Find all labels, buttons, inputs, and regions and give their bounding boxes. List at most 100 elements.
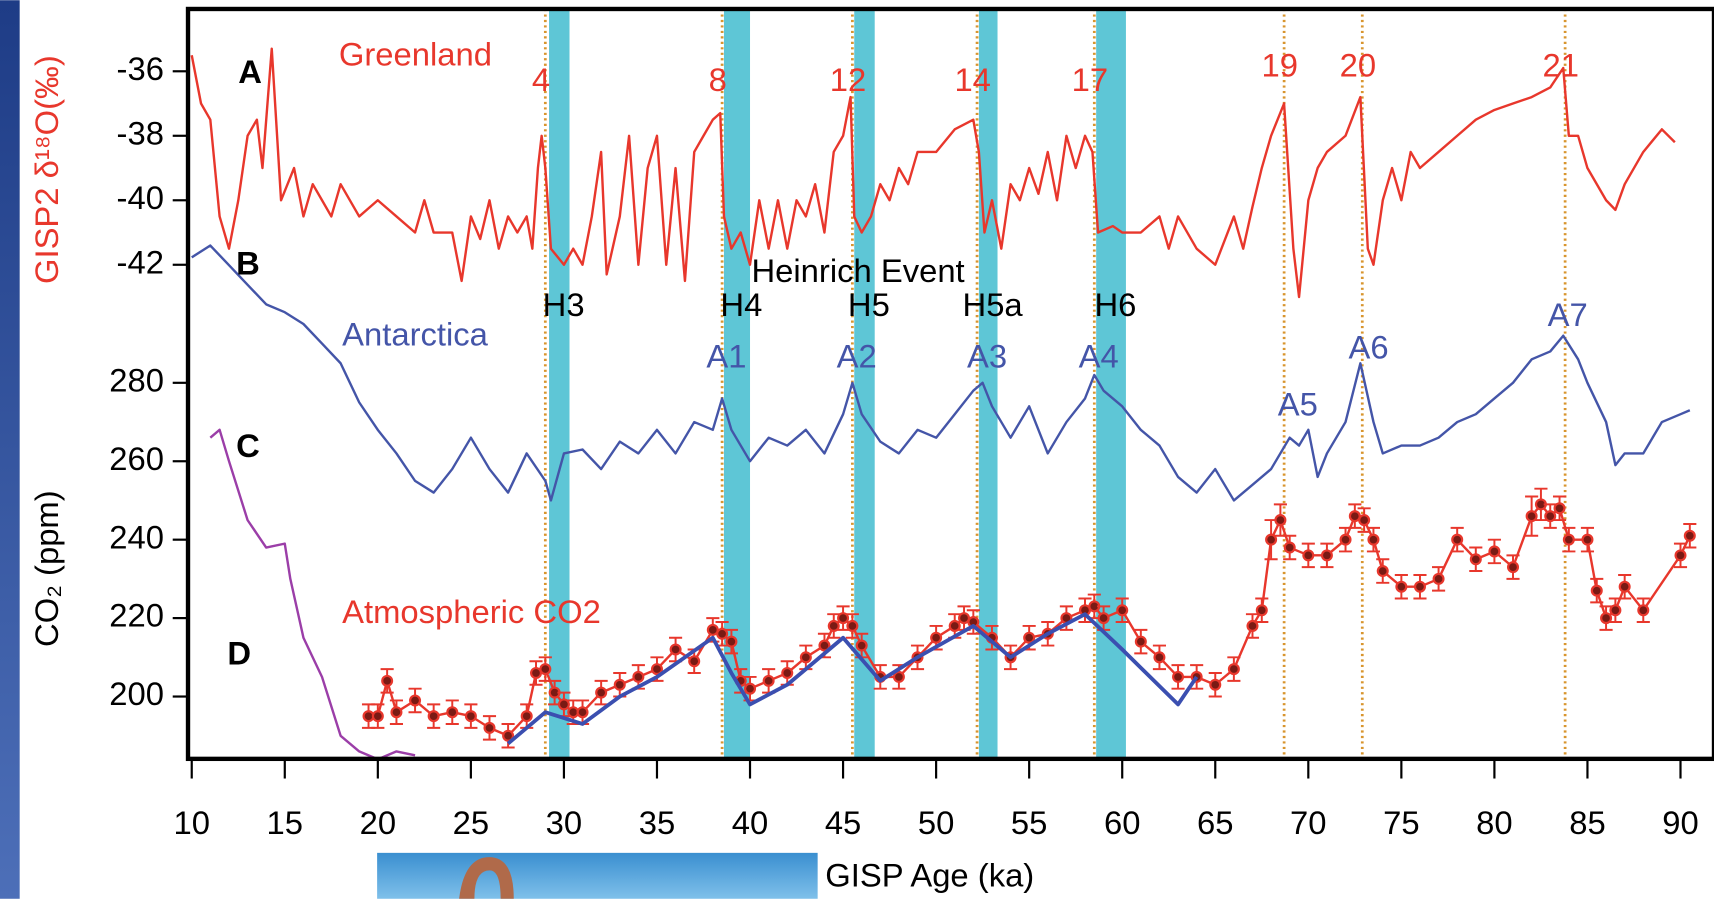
antarctic-event-label: A7 [1548, 296, 1588, 333]
y2-tick-label: 240 [109, 518, 164, 555]
data-point [1274, 514, 1287, 527]
y2-axis-title: CO₂ (ppm) [28, 490, 65, 647]
data-point [1683, 529, 1696, 542]
photo-inset [377, 852, 818, 899]
data-point [1255, 604, 1268, 617]
data-point [1618, 580, 1631, 593]
event-label: 14 [954, 61, 990, 98]
heinrich-band [549, 8, 570, 759]
data-point [781, 666, 794, 680]
data-point [1265, 533, 1278, 546]
data-point [827, 619, 840, 632]
x-tick-label: 10 [174, 804, 210, 841]
data-point [1553, 502, 1566, 515]
panel-label: A [238, 53, 262, 90]
data-point [1116, 604, 1129, 617]
data-point [1544, 510, 1557, 523]
data-point [427, 710, 440, 723]
x-tick-label: 25 [453, 804, 489, 841]
data-point [1134, 635, 1147, 648]
antarctic-event-label: A3 [967, 337, 1007, 374]
data-point [1097, 612, 1110, 625]
data-point [1339, 533, 1352, 546]
x-tick-label: 85 [1569, 804, 1605, 841]
data-point [1395, 580, 1408, 593]
data-point [930, 631, 943, 644]
data-point [1674, 549, 1687, 562]
data-point [669, 643, 682, 656]
y2-tick-label: 280 [109, 361, 164, 398]
heinrich-band [978, 8, 998, 759]
data-point [725, 635, 738, 648]
data-point [595, 686, 608, 699]
data-point [632, 670, 645, 683]
data-point [1488, 545, 1501, 558]
data-point [1283, 541, 1296, 554]
heinrich-label: H5a [963, 286, 1024, 323]
data-point [464, 710, 477, 723]
data-point [1590, 584, 1603, 597]
event-label: 20 [1340, 47, 1376, 84]
y2-tick-label: 200 [109, 675, 164, 712]
heinrich-label: H4 [720, 286, 762, 323]
event-label: 19 [1262, 47, 1298, 84]
data-point [948, 619, 961, 632]
data-point [520, 710, 533, 723]
data-point [409, 694, 422, 707]
antarctic-event-label: A1 [706, 337, 746, 374]
event-label: 21 [1543, 47, 1579, 84]
data-point [371, 710, 384, 723]
series-line [506, 612, 1199, 746]
data-point [502, 729, 515, 742]
data-point [846, 619, 859, 632]
data-point [855, 639, 868, 652]
data-point [613, 678, 626, 691]
y2-tick-label: 220 [109, 597, 164, 634]
x-tick-label: 15 [267, 804, 303, 841]
panel-label: D [227, 635, 251, 672]
event-label: 12 [830, 61, 866, 98]
heinrich-label: H6 [1094, 286, 1136, 323]
antarctic-event-label: A5 [1278, 386, 1318, 423]
data-point [1581, 533, 1594, 546]
data-point [1302, 549, 1315, 562]
data-point [1376, 565, 1389, 578]
data-point [390, 706, 403, 719]
data-point [381, 674, 394, 687]
data-point [1413, 580, 1426, 593]
data-point [837, 612, 850, 625]
x-tick-label: 55 [1011, 804, 1047, 841]
bands-layer [543, 8, 1567, 759]
x-tick-label: 65 [1197, 804, 1233, 841]
series-label: Greenland [339, 36, 492, 73]
data-point [1609, 604, 1622, 617]
heinrich-label: H3 [543, 286, 585, 323]
series-line [190, 47, 1676, 299]
y-axis-title: GISP2 δ¹⁸O(‰) [28, 55, 65, 284]
x-tick-label: 45 [825, 804, 861, 841]
data-point [762, 674, 775, 687]
data-point [716, 627, 729, 640]
data-point [892, 670, 905, 683]
event-label: 4 [532, 61, 550, 98]
data-point [744, 682, 757, 695]
data-point [1172, 670, 1185, 683]
data-point [1246, 619, 1259, 632]
x-tick-label: 80 [1476, 804, 1512, 841]
data-point [1525, 510, 1538, 523]
antarctic-event-label: A4 [1079, 337, 1119, 374]
data-point [1637, 604, 1650, 617]
series-line [191, 244, 1691, 502]
plot-frame [185, 6, 1714, 762]
data-point [799, 651, 812, 664]
event-label: 8 [709, 61, 727, 98]
data-point [1600, 612, 1613, 625]
heinrich-label: H5 [848, 286, 890, 323]
data-point [1451, 533, 1464, 546]
data-point [1023, 631, 1036, 644]
plot-layer [190, 47, 1697, 759]
heinrich-band [1096, 8, 1126, 759]
antarctic-event-label: A6 [1348, 329, 1388, 366]
data-point [1367, 533, 1380, 546]
photo [377, 852, 818, 899]
